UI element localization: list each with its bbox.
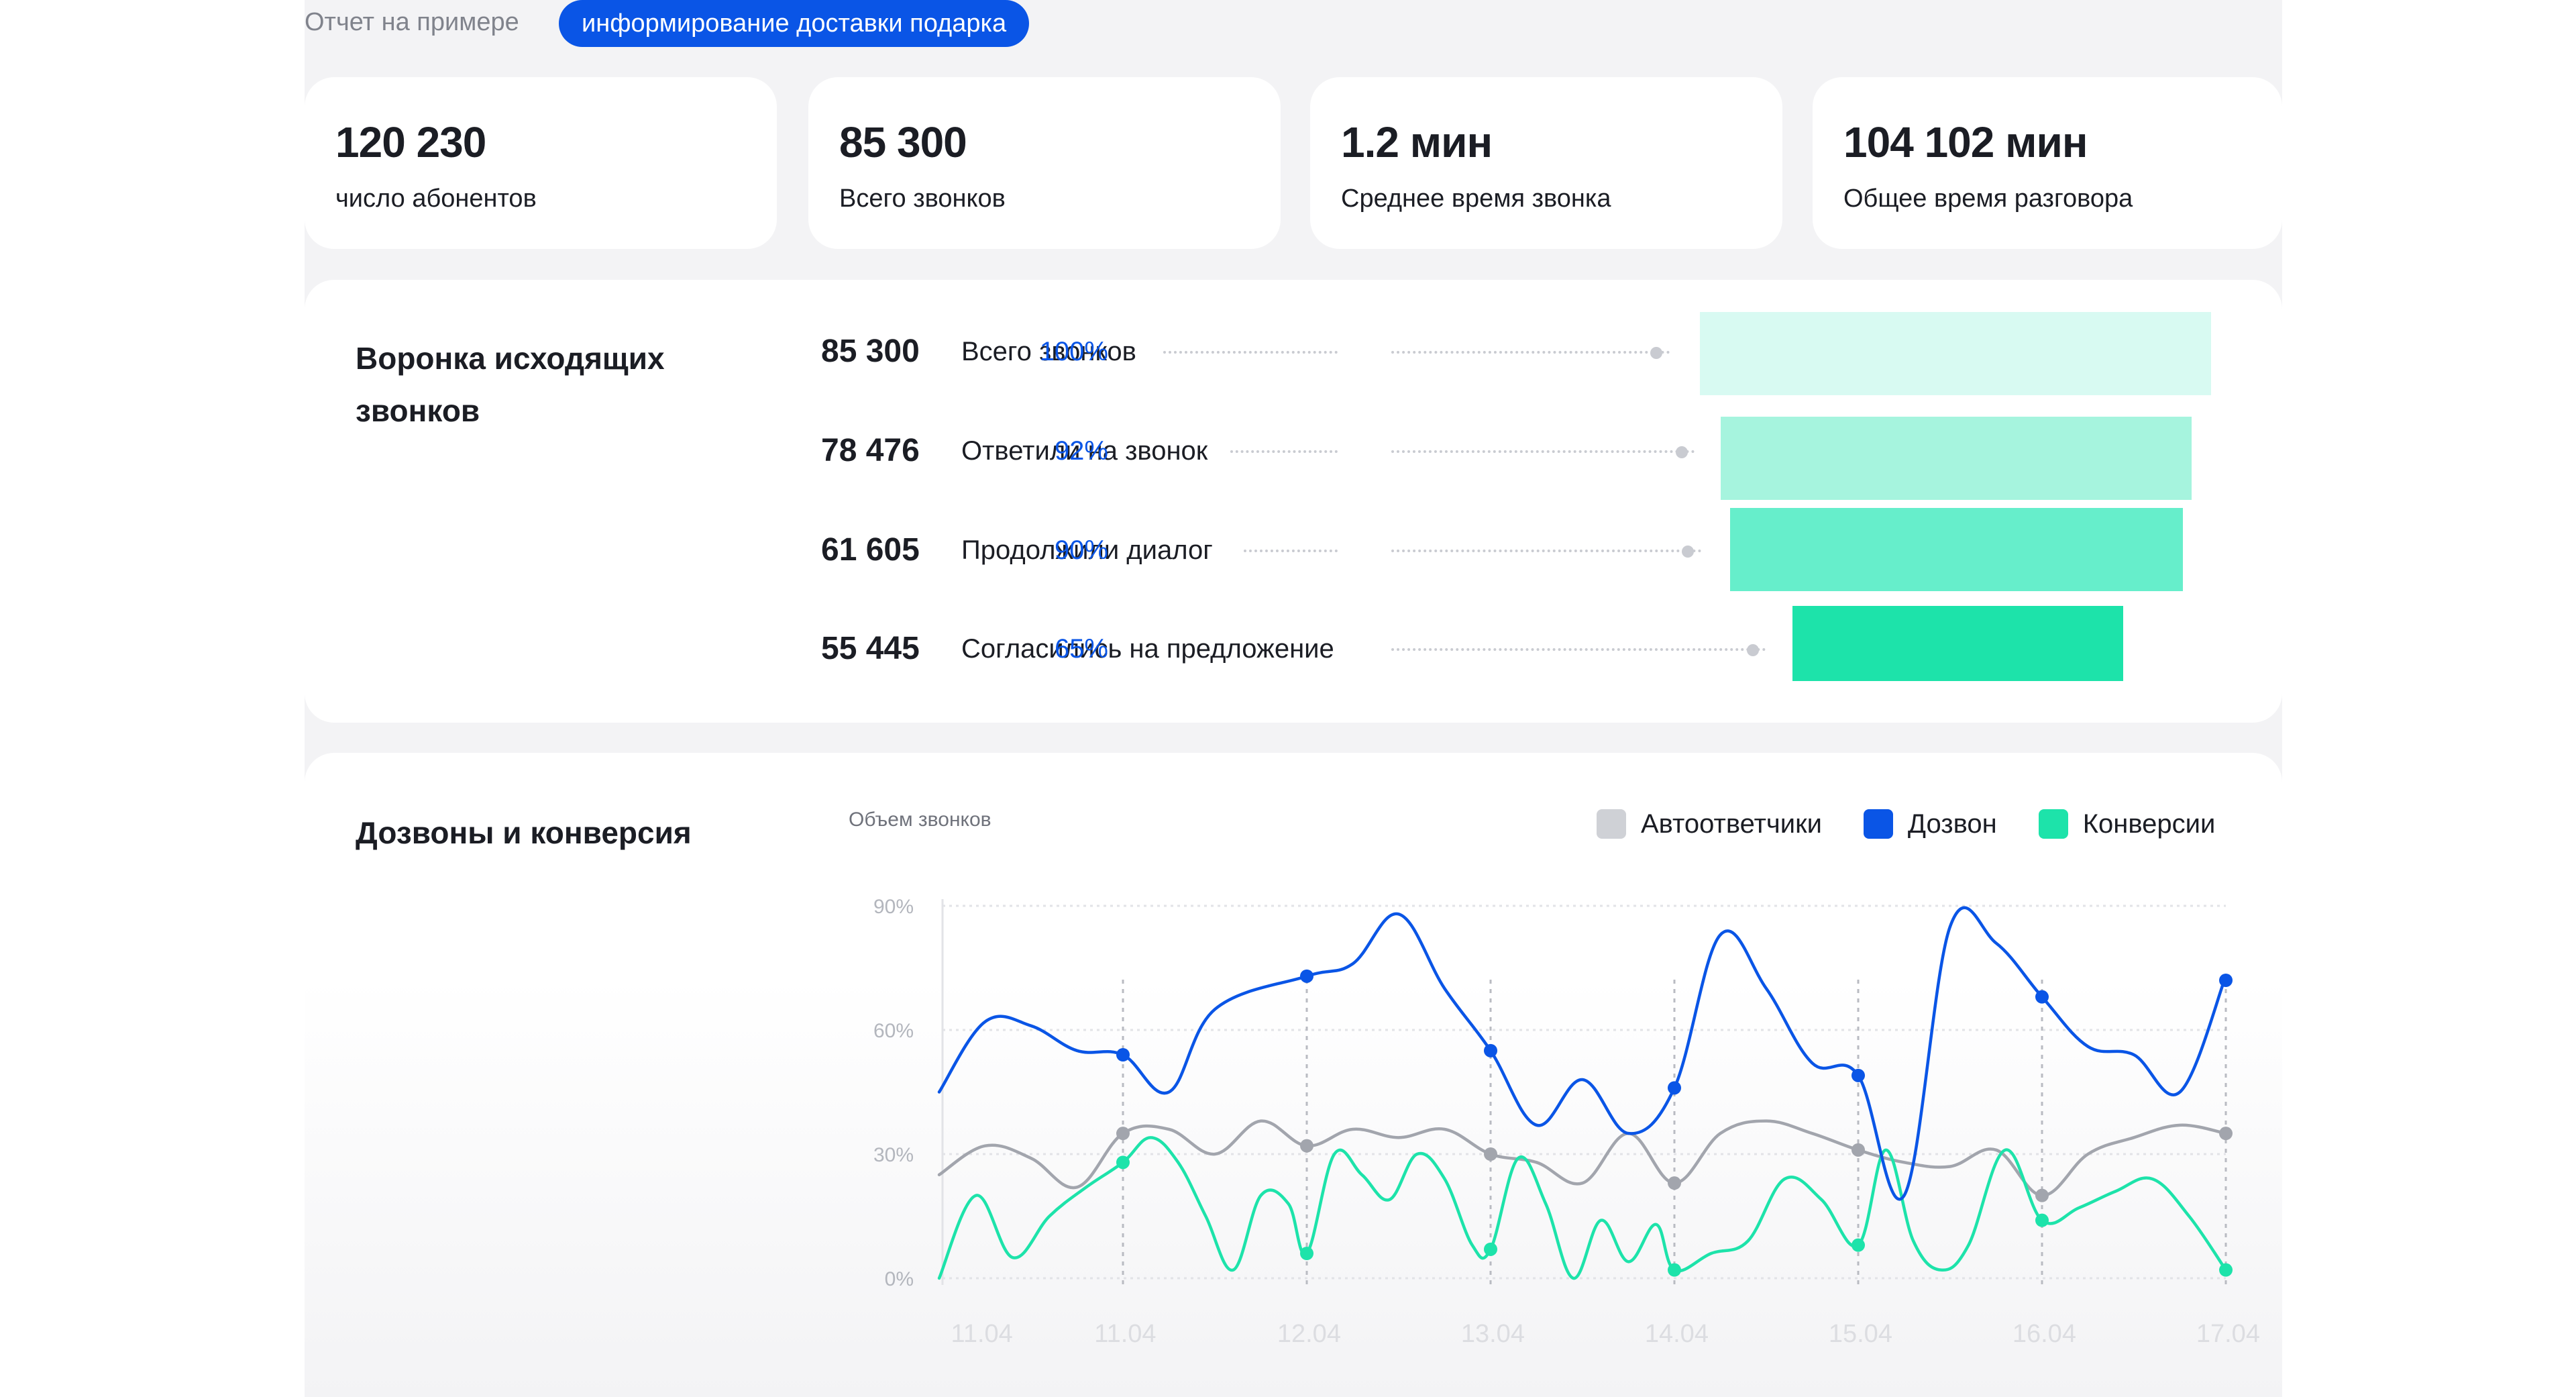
- stat-card-total-talk-time: 104 102 мин Общее время разговора: [1813, 77, 2282, 249]
- funnel-row: 61 605 Продолжили диалог 90%: [305, 508, 2282, 591]
- funnel-label: Ответили на звонок: [961, 436, 1208, 466]
- chart-legend: Автоответчики Дозвон Конверсии: [1597, 807, 2215, 841]
- data-point: [1484, 1242, 1497, 1256]
- data-point: [2219, 1127, 2233, 1141]
- stat-label: Общее время разговора: [1843, 185, 2133, 213]
- y-tick-label: 60%: [873, 1020, 914, 1042]
- series-line-conversions: [937, 1136, 2228, 1280]
- x-tick-label: 16.04: [2012, 1320, 2076, 1348]
- data-point: [1484, 1043, 1497, 1057]
- data-point: [1300, 969, 1313, 983]
- y-tick-label: 0%: [885, 1268, 914, 1290]
- funnel-dot: [1747, 644, 1759, 656]
- funnel-row: 85 300 Всего звонков 100%: [305, 312, 2282, 395]
- data-point: [1300, 1139, 1313, 1153]
- data-point: [1116, 1048, 1130, 1062]
- legend-swatch: [1863, 809, 1893, 839]
- funnel-dot: [1650, 347, 1662, 359]
- x-tick-label: 12.04: [1277, 1320, 1341, 1348]
- data-point: [2219, 974, 2233, 987]
- legend-item-autoresponders[interactable]: Автоответчики: [1597, 809, 1822, 839]
- legend-swatch: [2038, 809, 2068, 839]
- x-tick-label: 13.04: [1461, 1320, 1525, 1348]
- funnel-count: 78 476: [821, 433, 920, 468]
- funnel-label: Продолжили диалог: [961, 535, 1213, 565]
- funnel-percent: 90%: [1054, 535, 1108, 565]
- funnel-percent: 65%: [1054, 634, 1108, 664]
- data-point: [1668, 1263, 1681, 1277]
- data-point: [1484, 1147, 1497, 1161]
- data-point: [1116, 1155, 1130, 1170]
- funnel-bar: [1730, 508, 2183, 591]
- data-point: [1851, 1238, 1865, 1252]
- funnel-bar: [1792, 606, 2123, 681]
- legend-label: Конверсии: [2082, 809, 2216, 839]
- conversion-title: Дозвоны и конверсия: [356, 815, 692, 850]
- x-tick-label: 11.04: [1094, 1320, 1156, 1348]
- stat-card-avg-call-time: 1.2 мин Среднее время звонка: [1310, 77, 1782, 249]
- stat-value: 85 300: [839, 118, 967, 166]
- funnel-leader-line: [1391, 351, 1670, 354]
- data-point: [1851, 1143, 1865, 1157]
- funnel-row: 55 445 Согласились на предложение 65%: [305, 606, 2282, 681]
- legend-item-connected[interactable]: Дозвон: [1863, 809, 1997, 839]
- funnel-bar: [1721, 417, 2192, 500]
- data-point: [2219, 1263, 2233, 1277]
- funnel-count: 61 605: [821, 532, 920, 568]
- series-line-autoresponders: [937, 1119, 2228, 1197]
- report-label: Отчет на примере: [305, 8, 519, 36]
- legend-item-conversions[interactable]: Конверсии: [2038, 809, 2216, 839]
- data-point: [1668, 1176, 1681, 1190]
- stat-label: Всего звонков: [839, 185, 1006, 213]
- chart-y-axis-title: Объем звонков: [849, 809, 991, 831]
- legend-label: Дозвон: [1907, 809, 1997, 839]
- funnel-card: Воронка исходящих звонков 85 300 Всего з…: [305, 280, 2282, 723]
- report-type-pill[interactable]: информирование доставки подарка: [559, 0, 1030, 47]
- stat-value: 104 102 мин: [1843, 118, 2088, 166]
- data-point: [2035, 990, 2049, 1004]
- funnel-leader-line: [1230, 450, 1338, 453]
- x-tick-label: 17.04: [2196, 1320, 2260, 1348]
- data-point: [1300, 1247, 1313, 1260]
- legend-label: Автоответчики: [1641, 809, 1822, 839]
- data-point: [1851, 1068, 1865, 1082]
- stat-label: Среднее время звонка: [1341, 185, 1611, 213]
- funnel-dot: [1676, 446, 1688, 458]
- data-point: [1116, 1127, 1130, 1141]
- data-point: [2035, 1188, 2049, 1202]
- funnel-leader-line: [1244, 550, 1338, 552]
- funnel-dot: [1682, 546, 1694, 558]
- funnel-leader-line: [1391, 648, 1766, 651]
- legend-swatch: [1597, 809, 1626, 839]
- x-tick-label: 11.04: [951, 1320, 1013, 1348]
- funnel-title: Воронка исходящих звонков: [356, 341, 665, 428]
- data-point: [2035, 1213, 2049, 1227]
- conversion-card: Дозвоны и конверсия: [305, 753, 2282, 1397]
- stat-card-total-calls: 85 300 Всего звонков: [808, 77, 1281, 249]
- stat-value: 120 230: [335, 118, 486, 166]
- funnel-count: 55 445: [821, 631, 920, 666]
- x-tick-label: 15.04: [1829, 1320, 1892, 1348]
- stat-card-subscribers: 120 230 число абонентов: [305, 77, 777, 249]
- series-line-connected: [937, 906, 2228, 1201]
- x-tick-label: 14.04: [1645, 1320, 1709, 1348]
- data-point: [1668, 1081, 1681, 1095]
- funnel-count: 85 300: [821, 333, 920, 369]
- stat-value: 1.2 мин: [1341, 118, 1493, 166]
- funnel-label: Согласились на предложение: [961, 634, 1334, 664]
- funnel-leader-line: [1391, 550, 1701, 552]
- funnel-leader-line: [1163, 351, 1338, 354]
- y-tick-label: 30%: [873, 1144, 914, 1166]
- stat-label: число абонентов: [335, 185, 537, 213]
- funnel-label: Всего звонков: [961, 337, 1136, 366]
- y-tick-label: 90%: [873, 896, 914, 918]
- funnel-leader-line: [1391, 450, 1695, 453]
- funnel-percent: 92%: [1054, 436, 1108, 466]
- funnel-row: 78 476 Ответили на звонок 92%: [305, 417, 2282, 500]
- funnel-percent: 100%: [1039, 337, 1108, 366]
- funnel-bar: [1700, 312, 2211, 395]
